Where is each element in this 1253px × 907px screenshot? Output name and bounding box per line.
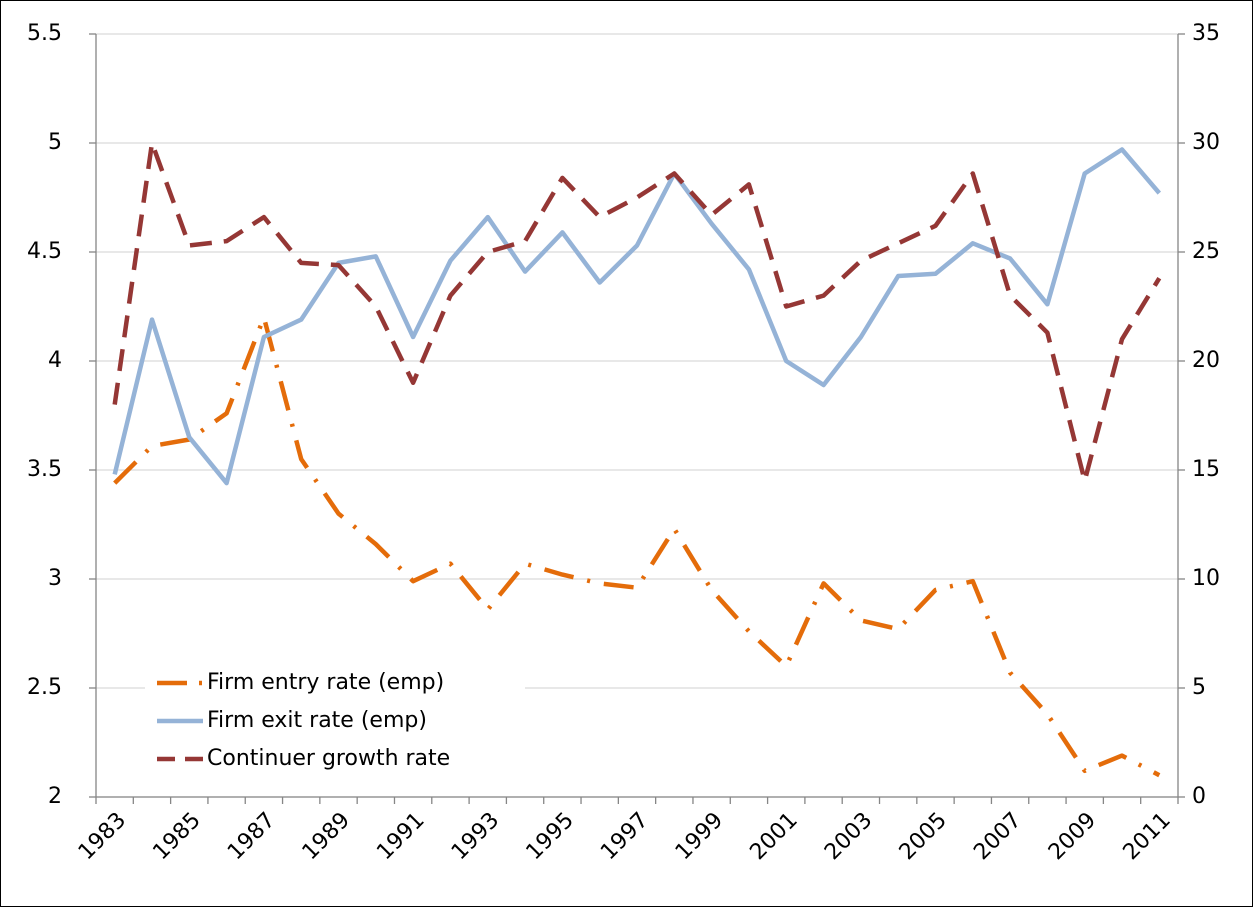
y2-tick-label: 35: [1192, 21, 1220, 46]
x-tick-label: 2007: [969, 808, 1026, 865]
y2-tick-label: 30: [1192, 130, 1220, 155]
x-tick-label: 1991: [372, 808, 429, 865]
y-tick-label: 5: [48, 130, 62, 155]
x-tick-label: 1997: [596, 808, 653, 865]
y-tick-label: 3: [48, 566, 62, 591]
y2-tick-label: 15: [1192, 457, 1220, 482]
y-tick-label: 4: [48, 348, 62, 373]
x-tick-label: 1983: [74, 808, 131, 865]
y-tick-label: 2: [48, 784, 62, 809]
x-tick-label: 2003: [820, 808, 877, 865]
y-tick-label: 4.5: [27, 239, 62, 264]
y2-tick-label: 10: [1192, 566, 1220, 591]
legend-label: Continuer growth rate: [207, 746, 450, 771]
y2-tick-label: 25: [1192, 239, 1220, 264]
x-tick-label: 1989: [298, 808, 355, 865]
y-tick-label: 3.5: [27, 457, 62, 482]
series-line: [112, 147, 1162, 486]
x-tick-label: 2009: [1044, 808, 1101, 865]
x-tick-label: 1995: [522, 808, 579, 865]
x-tick-label: 1985: [148, 808, 205, 865]
x-tick-label: 1999: [671, 808, 728, 865]
y2-tick-label: 20: [1192, 348, 1220, 373]
x-tick-label: 2001: [745, 808, 802, 865]
legend-label: Firm entry rate (emp): [207, 670, 444, 695]
x-tick-label: 1993: [447, 808, 504, 865]
y2-tick-label: 0: [1192, 784, 1206, 809]
y-tick-label: 5.5: [27, 21, 62, 46]
legend-box: [145, 663, 525, 783]
y-tick-label: 2.5: [27, 675, 62, 700]
x-tick-label: 2011: [1119, 808, 1176, 865]
legend-label: Firm exit rate (emp): [207, 708, 427, 733]
y2-tick-label: 5: [1192, 675, 1206, 700]
x-tick-label: 2005: [895, 808, 952, 865]
x-tick-label: 1987: [223, 808, 280, 865]
series-line: [112, 140, 1162, 484]
